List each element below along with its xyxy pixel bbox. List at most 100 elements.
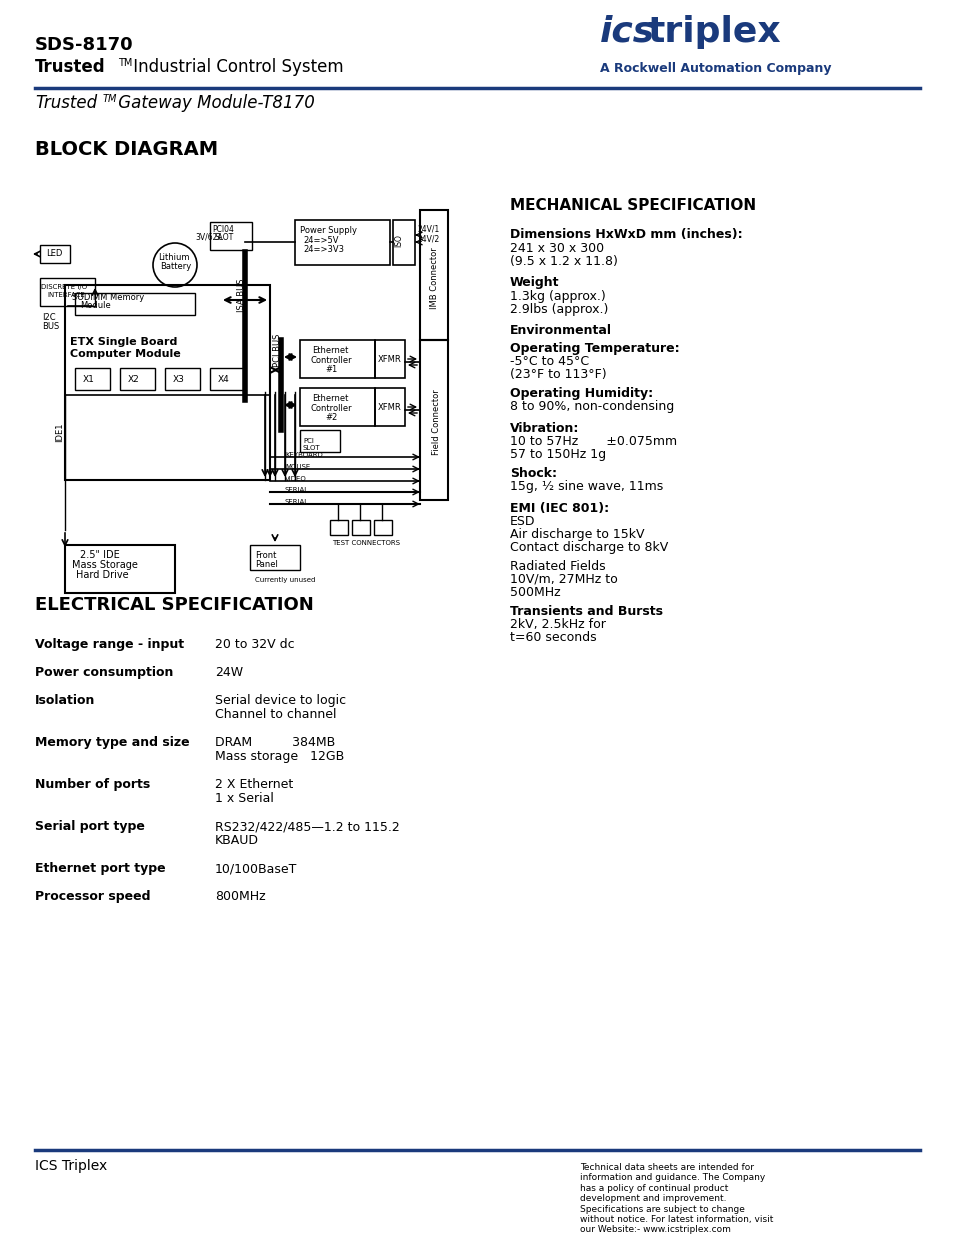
Text: Field Connector: Field Connector [432,389,440,454]
Text: Controller: Controller [311,356,353,366]
Text: PCI BUS: PCI BUS [273,333,282,367]
Bar [65,545,174,593]
Text: Hard Drive: Hard Drive [76,571,129,580]
Text: Environmental: Environmental [510,324,612,337]
Text: LED: LED [46,249,62,258]
Text: MECHANICAL SPECIFICATION: MECHANICAL SPECIFICATION [510,198,756,212]
Text: Memory type and size: Memory type and size [35,736,190,748]
Text: EMI (IEC 801):: EMI (IEC 801): [510,501,608,515]
Text: 500MHz: 500MHz [510,585,560,599]
Bar [250,545,299,571]
Bar [65,285,270,480]
Text: Number of ports: Number of ports [35,778,150,790]
Text: VIDEO: VIDEO [285,475,307,482]
Text: 24=>5V: 24=>5V [303,236,338,245]
Text: 10V/m, 27MHz to: 10V/m, 27MHz to [510,573,618,585]
Bar [375,388,405,426]
Text: BLOCK DIAGRAM: BLOCK DIAGRAM [35,140,218,159]
Text: Contact discharge to 8kV: Contact discharge to 8kV [510,541,667,555]
Bar [40,245,70,263]
Text: X1: X1 [83,375,94,384]
Text: Trusted: Trusted [35,94,97,112]
Text: IDE1: IDE1 [55,422,64,442]
Text: INTERFACE: INTERFACE [47,291,85,298]
Text: 2kV, 2.5kHz for: 2kV, 2.5kHz for [510,618,605,631]
Text: #2: #2 [325,412,337,422]
Text: XFMR: XFMR [377,354,401,364]
Text: Front: Front [254,551,276,559]
Text: SDS-8170: SDS-8170 [35,36,133,54]
Text: 1.3kg (approx.): 1.3kg (approx.) [510,290,605,303]
Text: 2.5" IDE: 2.5" IDE [80,550,120,559]
Text: Power Supply: Power Supply [299,226,356,235]
Text: I2C: I2C [42,312,55,322]
Text: SERIAL: SERIAL [285,499,309,505]
Bar [165,368,200,390]
Text: MOUSE: MOUSE [285,464,310,471]
Bar [299,430,339,452]
Text: ICS Triplex: ICS Triplex [35,1158,107,1173]
Text: Ethernet: Ethernet [312,394,348,403]
Text: SLOT: SLOT [303,445,320,451]
Text: Technical data sheets are intended for
information and guidance. The Company
has: Technical data sheets are intended for i… [579,1163,773,1235]
Text: Controller: Controller [311,404,353,412]
Text: Vibration:: Vibration: [510,422,578,435]
Text: 15g, ½ sine wave, 11ms: 15g, ½ sine wave, 11ms [510,480,662,493]
Text: Operating Temperature:: Operating Temperature: [510,342,679,354]
Text: TM: TM [118,58,132,68]
Text: 8 to 90%, non-condensing: 8 to 90%, non-condensing [510,400,674,412]
Text: BUS: BUS [42,322,59,331]
Bar [75,293,194,315]
Text: Ethernet: Ethernet [312,346,348,354]
Bar [419,210,448,340]
Text: Voltage range - input: Voltage range - input [35,638,184,651]
Text: Currently unused: Currently unused [254,577,315,583]
Text: 800MHz: 800MHz [214,890,265,903]
Text: -5°C to 45°C: -5°C to 45°C [510,354,589,368]
Text: 10 to 57Hz       ±0.075mm: 10 to 57Hz ±0.075mm [510,435,677,448]
Text: KEYBOARD: KEYBOARD [285,452,322,458]
Bar [393,220,415,266]
Text: PCI04: PCI04 [212,225,233,233]
Text: Isolation: Isolation [35,694,95,706]
Bar [374,520,392,535]
Text: X3: X3 [172,375,185,384]
Text: TEST CONNECTORS: TEST CONNECTORS [332,540,399,546]
Text: Lithium: Lithium [158,253,190,262]
Text: Power consumption: Power consumption [35,666,173,679]
Text: Dimensions HxWxD mm (inches):: Dimensions HxWxD mm (inches): [510,228,741,241]
Text: Panel: Panel [254,559,277,569]
Text: 2.9lbs (approx.): 2.9lbs (approx.) [510,303,608,316]
Text: 10/100BaseT: 10/100BaseT [214,862,297,876]
Text: 241 x 30 x 300: 241 x 30 x 300 [510,242,603,254]
Text: 20 to 32V dc: 20 to 32V dc [214,638,294,651]
Text: Computer Module: Computer Module [70,350,180,359]
Text: t=60 seconds: t=60 seconds [510,631,596,643]
Bar [419,340,448,500]
Bar [75,368,110,390]
Text: Air discharge to 15kV: Air discharge to 15kV [510,529,644,541]
Text: Industrial Control System: Industrial Control System [128,58,343,77]
Text: Gateway Module-T8170: Gateway Module-T8170 [112,94,314,112]
Text: 24V/2: 24V/2 [417,235,439,245]
Text: X4: X4 [218,375,230,384]
Text: 24=>3V3: 24=>3V3 [303,245,344,254]
Bar [375,340,405,378]
Text: ELECTRICAL SPECIFICATION: ELECTRICAL SPECIFICATION [35,597,314,614]
Text: SLOT: SLOT [214,233,234,242]
Text: Transients and Bursts: Transients and Bursts [510,605,662,618]
Bar [210,222,252,249]
Text: Battery: Battery [160,262,191,270]
Text: ETX Single Board: ETX Single Board [70,337,177,347]
Text: 57 to 150Hz 1g: 57 to 150Hz 1g [510,448,605,461]
Bar [210,368,245,390]
Text: Module: Module [80,301,111,310]
Text: A Rockwell Automation Company: A Rockwell Automation Company [599,62,831,75]
Text: 3V/62A: 3V/62A [194,233,222,242]
Text: XFMR: XFMR [377,403,401,412]
Text: triplex: triplex [647,15,781,49]
Text: DRAM          384MB: DRAM 384MB [214,736,335,748]
Text: Processor speed: Processor speed [35,890,151,903]
Text: 24W: 24W [214,666,243,679]
Text: ISO: ISO [394,235,402,247]
